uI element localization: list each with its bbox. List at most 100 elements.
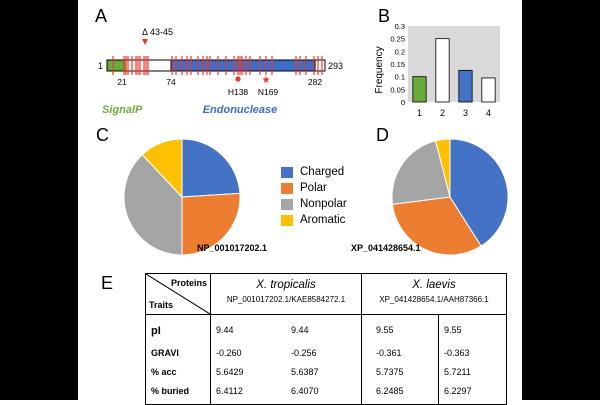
trait-cell: % acc bbox=[145, 364, 211, 383]
corner-diagonal bbox=[146, 274, 210, 314]
y-tick-label: 0.25 bbox=[390, 35, 405, 44]
left-black-border bbox=[0, 0, 78, 400]
value-cell: 6.4070 bbox=[286, 383, 362, 405]
table-row: % buried 6.4112 6.4070 6.2485 6.2297 bbox=[145, 383, 507, 405]
end-position: 293 bbox=[328, 61, 343, 71]
panel-c-label: C bbox=[96, 125, 109, 145]
start-position: 1 bbox=[98, 61, 103, 71]
x-tick-label: 3 bbox=[463, 108, 468, 118]
x-tick-label: 4 bbox=[486, 108, 491, 118]
species1-accessions: NP_001017202.1/KAE8584272.1 bbox=[226, 295, 346, 304]
legend-item-nonpolar: Nonpolar bbox=[281, 196, 347, 212]
h138-dot bbox=[235, 76, 241, 82]
legend-swatch bbox=[281, 214, 293, 226]
x-tick-label: 2 bbox=[440, 108, 445, 118]
traits-label: Traits bbox=[149, 300, 174, 310]
table-row: pI 9.44 9.44 9.55 9.55 bbox=[145, 314, 507, 345]
legend-item-charged: Charged bbox=[281, 164, 347, 180]
legend-item-polar: Polar bbox=[281, 180, 347, 196]
value-cell: 9.55 bbox=[361, 314, 439, 345]
value-cell: -0.256 bbox=[291, 348, 317, 358]
right-black-border bbox=[522, 0, 600, 400]
pos-282-label: 282 bbox=[308, 77, 322, 87]
h138-label: H138 bbox=[228, 87, 249, 97]
y-tick-label: 0.2 bbox=[395, 47, 405, 56]
y-tick-label: 0.05 bbox=[390, 85, 405, 94]
pie-c-title: NP_001017202.1 bbox=[197, 243, 268, 253]
legend-label: Charged bbox=[300, 166, 345, 178]
pie-chart-xp bbox=[391, 138, 509, 256]
pie-slice-nonpolar bbox=[391, 140, 451, 205]
legend-swatch bbox=[281, 166, 293, 178]
endonuclease-label: Endonuclease bbox=[203, 104, 278, 116]
value-cell: 5.6387 bbox=[291, 367, 319, 377]
deletion-label: Δ 43-45 bbox=[142, 27, 173, 37]
table-header-row: Proteins Traits X. tropicalis NP_0010172… bbox=[145, 273, 507, 315]
proteins-label: Proteins bbox=[170, 278, 207, 288]
legend-label: Aromatic bbox=[300, 214, 346, 226]
bar-3 bbox=[458, 69, 473, 103]
value-cell: 9.55 bbox=[438, 314, 507, 345]
pos-74-label: 74 bbox=[166, 77, 176, 87]
pie-slice-polar bbox=[391, 196, 482, 256]
species2-header: X. laevis XP_041428654.1/AAH87366.1 bbox=[361, 273, 507, 315]
value-cell: 5.6429 bbox=[216, 367, 244, 377]
pos-21-label: 21 bbox=[117, 77, 127, 87]
frequency-bar-chart: Frequency 0 0.05 0.1 0.15 0.2 0.25 0.3 1 2 3 4 bbox=[374, 22, 500, 118]
pie-legend: Charged Polar Nonpolar Aromatic bbox=[281, 164, 347, 228]
table-row: GRAVI -0.260 -0.256 -0.361 -0.363 bbox=[145, 345, 507, 364]
trait-cell: pI bbox=[145, 314, 211, 345]
species2-accessions: XP_041428654.1/AAH87366.1 bbox=[379, 295, 489, 304]
signalp-label: SignalP bbox=[102, 104, 143, 116]
deletion-triangle bbox=[142, 39, 148, 45]
value-cell: 6.2485 bbox=[361, 383, 439, 405]
header-corner-cell: Proteins Traits bbox=[145, 273, 211, 315]
n169-star: ★ bbox=[262, 75, 271, 86]
bar-chart-ylabel: Frequency bbox=[374, 46, 385, 93]
value-cell: 5.7375 bbox=[361, 364, 439, 383]
species1-header: X. tropicalis NP_001017202.1/KAE8584272.… bbox=[210, 273, 362, 315]
trait-cell: % buried bbox=[145, 383, 211, 405]
bar-2 bbox=[435, 38, 450, 103]
value-cell: 9.44 bbox=[286, 314, 362, 345]
value-cell: -0.363 bbox=[438, 345, 507, 364]
y-tick-label: 0.3 bbox=[395, 22, 405, 31]
bar-4 bbox=[481, 77, 496, 103]
pie-d-title: XP_041428654.1 bbox=[351, 243, 421, 253]
value-cell: 6.4112 bbox=[210, 383, 286, 405]
variant-markers bbox=[112, 56, 323, 75]
value-cell: -0.361 bbox=[361, 345, 439, 364]
pie-slice-nonpolar bbox=[123, 154, 183, 256]
pie-slice-aromatic bbox=[141, 138, 183, 199]
traits-table: Proteins Traits X. tropicalis NP_0010172… bbox=[145, 273, 507, 405]
panel-b-label: B bbox=[378, 6, 391, 26]
endonuclease-domain bbox=[170, 59, 316, 72]
panel-a-label: A bbox=[95, 6, 108, 26]
legend-swatch bbox=[281, 198, 293, 210]
pie-slice-charged bbox=[181, 138, 241, 198]
pie-slice-polar bbox=[181, 192, 241, 256]
legend-label: Polar bbox=[300, 182, 327, 194]
legend-label: Nonpolar bbox=[300, 198, 347, 210]
pie-chart-np bbox=[123, 138, 241, 256]
y-tick-label: 0.1 bbox=[395, 73, 405, 82]
trait-cell: GRAVI bbox=[145, 345, 211, 364]
value-cell: 6.2297 bbox=[438, 383, 507, 405]
value-cell: 9.44 bbox=[210, 314, 286, 345]
x-tick-label: 1 bbox=[417, 108, 422, 118]
signalp-domain bbox=[106, 59, 127, 72]
panel-e-label: E bbox=[101, 273, 114, 293]
species1-name: X. tropicalis bbox=[256, 279, 316, 291]
legend-item-aromatic: Aromatic bbox=[281, 212, 347, 228]
pie-slice-aromatic bbox=[434, 138, 451, 198]
y-tick-label: 0 bbox=[401, 98, 405, 107]
protein-domain-map: 1 293 Δ 43-45 21 74 282 ★ H138 N169 Sign… bbox=[98, 27, 343, 116]
n169-label: N169 bbox=[258, 87, 279, 97]
bar-1 bbox=[412, 76, 427, 103]
table-row: % acc 5.6429 5.6387 5.7375 5.7211 bbox=[145, 364, 507, 383]
legend-swatch bbox=[281, 182, 293, 194]
species2-name: X. laevis bbox=[412, 279, 456, 291]
value-cell: 5.7211 bbox=[438, 364, 507, 383]
value-cell: -0.260 bbox=[216, 348, 242, 358]
panel-d-label: D bbox=[376, 125, 389, 145]
